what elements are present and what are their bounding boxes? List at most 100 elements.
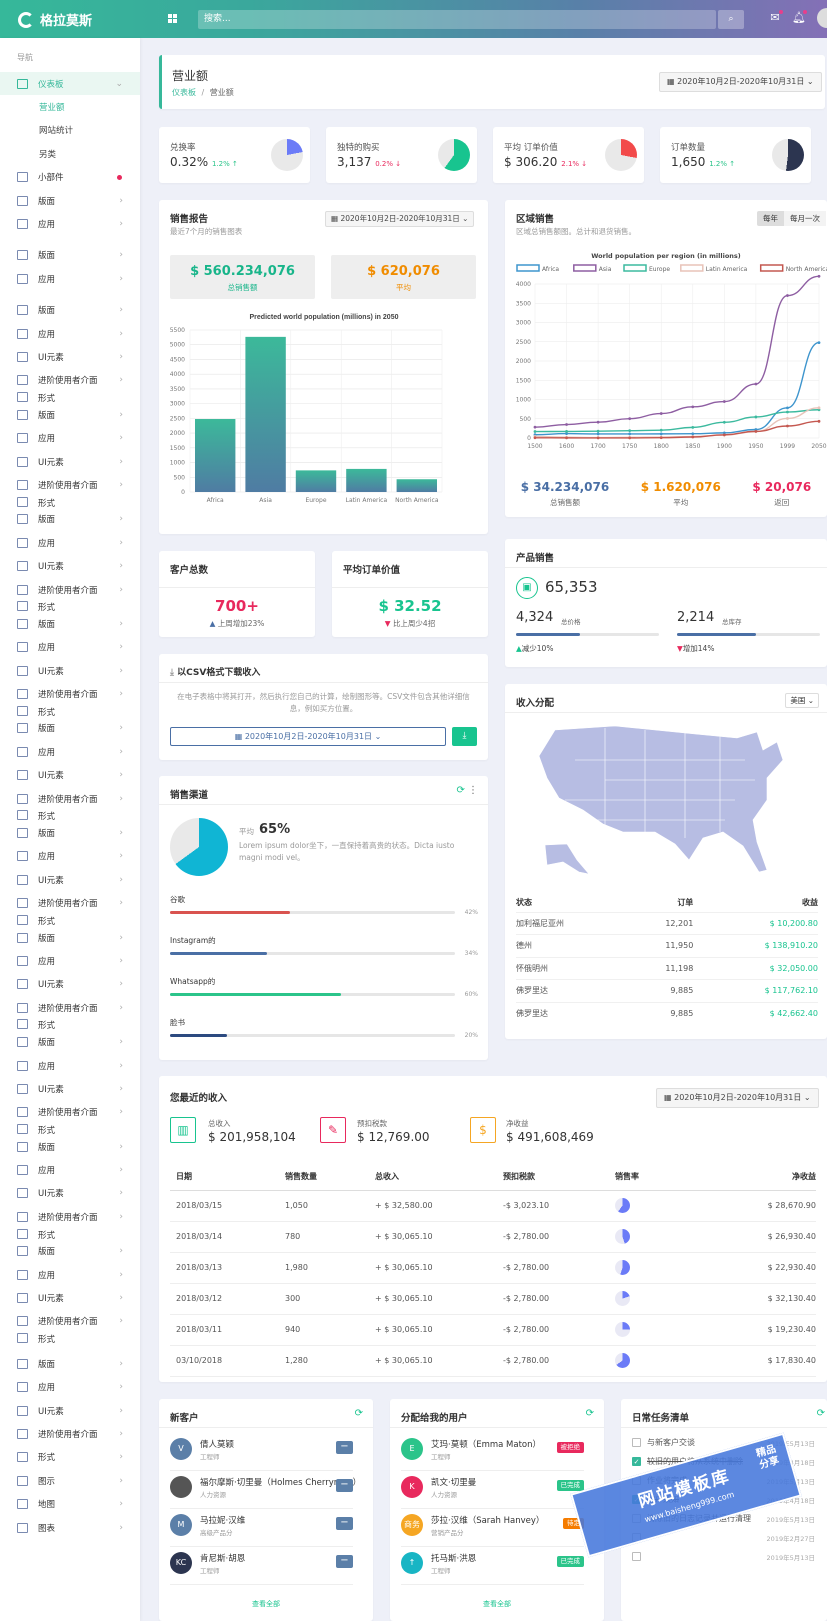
income-row[interactable]: 加利福尼亚州 12,201 $ 10,200.80 — [516, 912, 818, 935]
csv-date-picker[interactable]: ▦ 2020年10月2日-2020年10月31日 ⌄ — [170, 727, 446, 746]
remove-customer-button[interactable]: − — [336, 1555, 353, 1568]
sidebar-item-52[interactable]: 应用 › — [0, 1158, 140, 1181]
sidebar-item-50[interactable]: 形式 — [0, 1124, 140, 1135]
sidebar-item-29[interactable]: 进阶使用者介面 › — [0, 682, 140, 705]
country-select[interactable]: 美国 ⌄ — [785, 693, 819, 708]
date-range-picker[interactable]: ▦ 2020年10月2日-2020年10月31日 ⌄ — [659, 72, 822, 92]
sidebar-item-11[interactable]: 版面 › — [0, 299, 140, 322]
sidebar-item-14[interactable]: 进阶使用者介面 › — [0, 369, 140, 392]
sidebar-item-58[interactable]: UI元素 › — [0, 1286, 140, 1309]
income-row[interactable]: 怀俄明州 11,198 $ 32,050.00 — [516, 957, 818, 980]
sidebar-item-57[interactable]: 应用 › — [0, 1263, 140, 1286]
sidebar-item-43[interactable]: UI元素 › — [0, 973, 140, 996]
recent-row[interactable]: 2018/03/13 1,980 + $ 30,065.10 -$ 2,780.00 $… — [170, 1252, 816, 1283]
sidebar-item-8[interactable]: 版面 › — [0, 244, 140, 267]
sidebar-item-22[interactable]: 应用 › — [0, 531, 140, 554]
sidebar-item-48[interactable]: UI元素 › — [0, 1077, 140, 1100]
breadcrumb-home[interactable]: 仪表板 — [172, 88, 196, 97]
bell-icon[interactable]: 🔔︎ — [792, 10, 807, 24]
income-row[interactable]: 佛罗里达 9,885 $ 42,662.40 — [516, 1002, 818, 1025]
sidebar-item-55[interactable]: 形式 — [0, 1228, 140, 1240]
sidebar-item-28[interactable]: UI元素 › — [0, 659, 140, 682]
remove-customer-button[interactable]: − — [336, 1517, 353, 1530]
new_customers-row[interactable]: KC 肯尼斯·胡恩 工程师 − — [170, 1547, 353, 1585]
sidebar-item-20[interactable]: 形式 — [0, 496, 140, 508]
tab-monthly[interactable]: 每月一次 — [784, 211, 826, 226]
refresh-icon[interactable]: ⟳ — [816, 1408, 825, 1419]
sidebar-item-16[interactable]: 版面 › — [0, 403, 140, 426]
sidebar-item-19[interactable]: 进阶使用者介面 › — [0, 473, 140, 496]
sidebar-item-66[interactable]: 形式 › — [0, 1446, 140, 1469]
sidebar-item-45[interactable]: 形式 — [0, 1019, 140, 1030]
sidebar-item-41[interactable]: 版面 › — [0, 926, 140, 949]
sidebar-item-53[interactable]: UI元素 › — [0, 1182, 140, 1205]
tab-yearly[interactable]: 每年 — [757, 211, 784, 226]
sidebar-item-56[interactable]: 版面 › — [0, 1240, 140, 1263]
sidebar-item-59[interactable]: 进阶使用者介面 › — [0, 1310, 140, 1333]
sidebar-item-27[interactable]: 应用 › — [0, 636, 140, 659]
sidebar-item-18[interactable]: UI元素 › — [0, 450, 140, 473]
sidebar-item-23[interactable]: UI元素 › — [0, 554, 140, 577]
task-item[interactable]: 与新客户交谈 2019年5月13日 — [632, 1433, 815, 1452]
usa-map[interactable] — [505, 720, 827, 900]
new_customers-row[interactable]: V 倩人莫颖 工程师 − — [170, 1433, 353, 1471]
search-button[interactable]: ⌕ — [718, 10, 744, 29]
sidebar-item-4[interactable]: 小部件 — [0, 166, 140, 189]
sidebar-item-42[interactable]: 应用 › — [0, 949, 140, 972]
sidebar-item-51[interactable]: 版面 › — [0, 1135, 140, 1158]
user-avatar[interactable] — [817, 8, 827, 28]
sidebar-item-0[interactable]: 仪表板 ⌄ — [0, 72, 140, 96]
recent-row[interactable]: 2018/03/14 780 + $ 30,065.10 -$ 2,780.00 $ 2… — [170, 1221, 816, 1252]
sidebar-item-64[interactable]: UI元素 › — [0, 1399, 140, 1422]
sidebar-item-24[interactable]: 进阶使用者介面 › — [0, 578, 140, 601]
sales-date-picker[interactable]: ▦ 2020年10月2日-2020年10月31日 ⌄ — [325, 211, 475, 227]
recent-row[interactable]: 2018/03/12 300 + $ 30,065.10 -$ 2,780.00 $ 3… — [170, 1283, 816, 1314]
sidebar-item-60[interactable]: 形式 — [0, 1333, 140, 1344]
assigned-users-view-all[interactable]: 查看全部 — [483, 1600, 511, 1608]
task-checkbox[interactable] — [632, 1552, 641, 1561]
refresh-icon[interactable]: ⟳ — [354, 1408, 363, 1419]
sidebar-item-68[interactable]: 地图 › — [0, 1492, 140, 1515]
recent-row[interactable]: 2018/03/15 1,050 + $ 32,580.00 -$ 3,023.10 $… — [170, 1190, 816, 1221]
income-row[interactable]: 佛罗里达 9,885 $ 117,762.10 — [516, 979, 818, 1003]
sidebar-item-35[interactable]: 形式 — [0, 810, 140, 821]
sidebar-item-32[interactable]: 应用 › — [0, 740, 140, 763]
sidebar-item-21[interactable]: 版面 › — [0, 508, 140, 531]
sidebar-item-26[interactable]: 版面 › — [0, 612, 140, 635]
csv-download-button[interactable]: ⤓ — [452, 727, 477, 746]
sidebar-item-54[interactable]: 进阶使用者介面 › — [0, 1205, 140, 1228]
sidebar-item-63[interactable]: 应用 › — [0, 1376, 140, 1399]
sidebar-item-1[interactable]: 营业额 — [0, 95, 140, 118]
recent-row[interactable]: 03/10/2018 1,280 + $ 30,065.10 -$ 2,780.00 $… — [170, 1345, 816, 1376]
new_customers-row[interactable]: M 马拉妮·汉维 高级产品分 − — [170, 1509, 353, 1547]
sidebar-item-67[interactable]: 图示 › — [0, 1469, 140, 1492]
sidebar-item-62[interactable]: 版面 › — [0, 1352, 140, 1375]
sidebar-item-2[interactable]: 网站统计 — [0, 119, 140, 142]
search-input[interactable]: 搜索... — [198, 10, 716, 29]
task-item[interactable]: 2019年5月13日 — [632, 1547, 815, 1566]
sidebar-item-46[interactable]: 版面 › — [0, 1030, 140, 1053]
sidebar-item-13[interactable]: UI元素 › — [0, 345, 140, 368]
sidebar-item-39[interactable]: 进阶使用者介面 › — [0, 892, 140, 915]
mail-icon[interactable]: ✉ — [768, 10, 783, 25]
sidebar-item-49[interactable]: 进阶使用者介面 › — [0, 1101, 140, 1124]
income-row[interactable]: 德州 11,950 $ 138,910.20 — [516, 934, 818, 958]
new_customers-row[interactable]: 福尔摩斯·切里曼（Holmes Cherryman） 人力资源 − — [170, 1471, 361, 1509]
app-logo[interactable]: 格拉莫斯 — [18, 10, 92, 29]
sidebar-item-34[interactable]: 进阶使用者介面 › — [0, 787, 140, 810]
remove-customer-button[interactable]: − — [336, 1441, 353, 1454]
sidebar-item-3[interactable]: 另类 — [0, 142, 140, 165]
sidebar-item-36[interactable]: 版面 › — [0, 821, 140, 844]
assigned-row[interactable]: 商务 莎拉·汉维（Sarah Hanvey） 营销产品分 待定 — [401, 1509, 584, 1547]
sidebar-item-6[interactable]: 应用 › — [0, 212, 140, 235]
sidebar-item-65[interactable]: 进阶使用者介面 › — [0, 1422, 140, 1445]
recent-row[interactable]: 2018/03/11 940 + $ 30,065.10 -$ 2,780.00 $ 1… — [170, 1314, 816, 1345]
sidebar-item-37[interactable]: 应用 › — [0, 845, 140, 868]
assigned-row[interactable]: ↑ 托马斯·洪恩 工程师 已完成 — [401, 1547, 584, 1585]
assigned-row[interactable]: E 艾玛·莫顿（Emma Maton） 工程师 被拒绝 — [401, 1433, 584, 1471]
recent-date-picker[interactable]: ▦ 2020年10月2日-2020年10月31日 ⌄ — [656, 1088, 819, 1108]
sidebar-item-12[interactable]: 应用 › — [0, 322, 140, 345]
sidebar-item-69[interactable]: 图表 › — [0, 1516, 140, 1539]
sidebar-item-44[interactable]: 进阶使用者介面 › — [0, 996, 140, 1019]
sidebar-item-40[interactable]: 形式 — [0, 914, 140, 926]
